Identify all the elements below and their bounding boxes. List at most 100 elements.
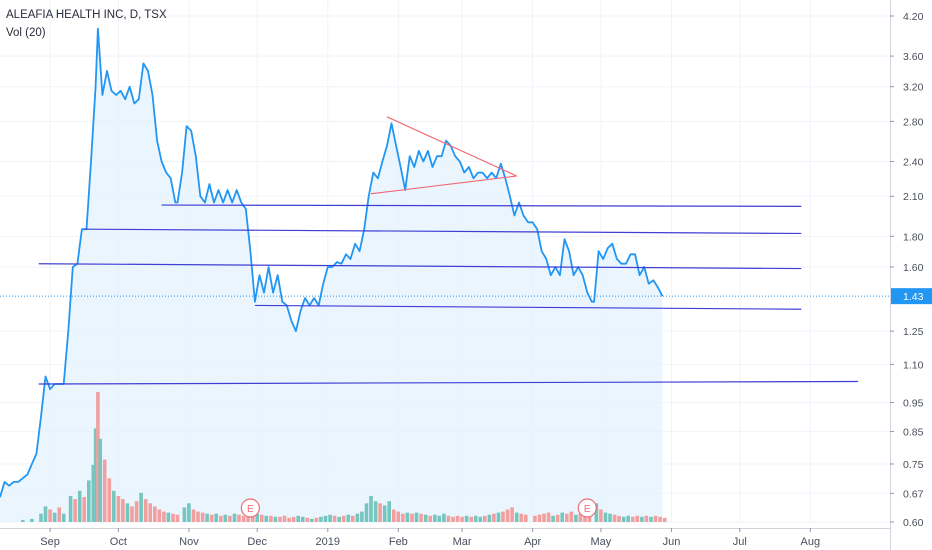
x-tick-label: Oct	[110, 536, 127, 548]
volume-bar	[125, 503, 130, 522]
volume-bar	[505, 509, 510, 522]
triangle-lower-line	[370, 175, 517, 195]
volume-bar	[82, 497, 86, 522]
volume-bar	[460, 516, 464, 522]
volume-bar	[387, 501, 391, 522]
volume-bar	[107, 478, 112, 522]
volume-bar	[182, 507, 187, 522]
support-resistance-line	[38, 380, 859, 385]
volume-bar	[21, 519, 25, 522]
volume-bar	[378, 503, 382, 522]
volume-bar	[196, 511, 200, 522]
volume-bar	[442, 513, 446, 522]
drawn-trendlines[interactable]	[0, 116, 890, 385]
support-resistance-line	[38, 263, 802, 270]
volume-bar	[157, 509, 162, 522]
y-tick-label: 0.67	[903, 488, 924, 500]
volume-bar	[305, 517, 310, 522]
volume-bar	[469, 516, 473, 522]
volume-bar	[57, 507, 61, 522]
earnings-marker-label: E	[584, 504, 591, 515]
volume-bar	[640, 516, 644, 522]
volume-bar	[282, 515, 287, 522]
volume-bar	[187, 503, 191, 522]
volume-bar	[91, 464, 96, 522]
volume-bar	[153, 506, 157, 522]
volume-bar	[134, 501, 139, 522]
volume-bar	[48, 509, 52, 522]
volume-bar	[237, 514, 241, 522]
volume-bar	[68, 496, 73, 522]
volume-bar	[423, 514, 428, 522]
volume-bar	[612, 514, 617, 522]
volume-bar	[428, 515, 432, 522]
volume-bar	[355, 513, 360, 522]
price-line	[0, 27, 664, 498]
price-axis[interactable]: 4.20 3.60 3.20 2.80 2.40 2.10 1.80 1.60 1.43 1.25…	[890, 0, 932, 550]
y-tick-label: 2.40	[903, 157, 924, 169]
volume-bar	[314, 517, 319, 522]
support-resistance-line	[161, 204, 802, 207]
volume-bar	[555, 514, 560, 522]
volume-bar	[487, 514, 492, 522]
volume-bar	[337, 516, 341, 522]
volume-bar	[228, 515, 232, 522]
volume-bar	[328, 514, 332, 522]
volume-bar	[396, 511, 401, 522]
support-resistance-line	[254, 304, 802, 310]
volume-bars	[21, 392, 667, 522]
volume-bar	[43, 506, 48, 522]
volume-bar	[603, 512, 608, 522]
volume-bar	[300, 516, 305, 522]
volume-bar	[574, 514, 578, 522]
volume-bar	[162, 511, 166, 522]
time-axis[interactable]: Sep Oct Nov Dec 2019 Feb Mar Apr May Jun Jul Aug	[0, 528, 890, 550]
volume-bar	[241, 515, 246, 522]
volume-bar	[269, 515, 273, 522]
y-tick-label: 3.60	[903, 51, 924, 63]
volume-bar	[644, 515, 649, 522]
volume-bar	[205, 513, 209, 522]
volume-bar	[360, 511, 364, 522]
volume-bar	[273, 516, 278, 522]
earnings-marker-label: E	[247, 504, 254, 515]
volume-bar	[264, 515, 269, 522]
volume-bar	[405, 512, 410, 522]
x-tick-label: Jun	[663, 536, 681, 548]
last-price-tag	[891, 288, 932, 305]
volume-bar	[514, 512, 519, 522]
volume-bar	[631, 516, 635, 522]
x-tick-label: Nov	[179, 536, 199, 548]
x-tick-label: Aug	[801, 536, 821, 548]
volume-bar	[501, 511, 505, 522]
volume-bar	[341, 515, 346, 522]
volume-bar	[52, 512, 57, 522]
volume-indicator-label[interactable]: Vol (20)	[6, 27, 46, 39]
volume-bar	[551, 515, 555, 522]
y-tick-label: 1.60	[903, 262, 924, 274]
volume-bar	[112, 490, 116, 522]
volume-bar	[433, 514, 437, 522]
volume-bar	[116, 496, 121, 522]
volume-bar	[296, 515, 300, 522]
symbol-title[interactable]: ALEAFIA HEALTH INC, D, TSX	[6, 9, 167, 21]
y-tick-label: 0.60	[903, 517, 924, 529]
volume-bar	[93, 428, 98, 522]
volume-bar	[455, 515, 460, 522]
y-tick-label: 1.10	[903, 359, 924, 371]
x-tick-label: Feb	[389, 536, 408, 548]
volume-bar	[39, 513, 43, 522]
volume-bar	[73, 499, 77, 522]
volume-bar	[102, 459, 107, 522]
y-tick-label: 0.75	[903, 459, 924, 471]
x-tick-label: Jul	[733, 536, 747, 548]
volume-bar	[569, 511, 574, 522]
volume-bar	[658, 516, 662, 522]
volume-bar	[87, 480, 91, 522]
volume-bar	[148, 503, 152, 522]
volume-bar	[464, 515, 469, 522]
volume-bar	[332, 515, 337, 522]
x-tick-label: 2019	[316, 536, 340, 548]
